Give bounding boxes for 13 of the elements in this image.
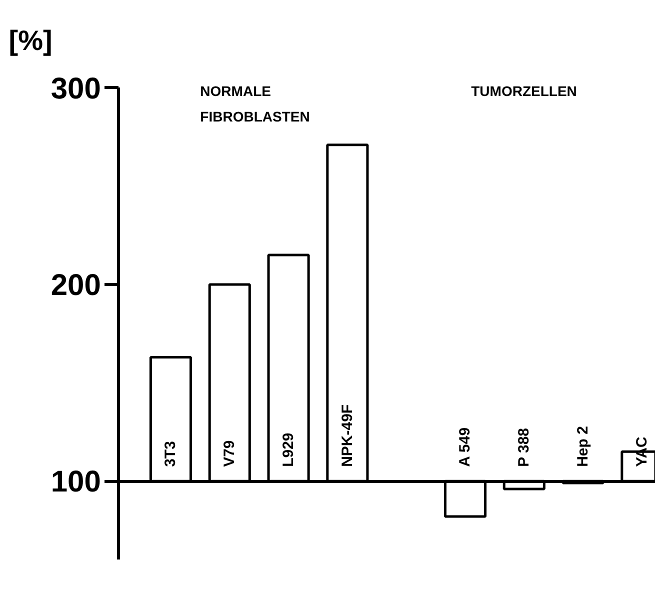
annotation: TUMORZELLEN bbox=[471, 83, 577, 100]
y-tick-label: 300 bbox=[50, 72, 101, 106]
x-tick-label: A 549 bbox=[456, 427, 474, 467]
x-tick-label: Hep 2 bbox=[574, 426, 592, 467]
x-tick-label: P 388 bbox=[516, 428, 533, 467]
y-tick-label: 100 bbox=[50, 466, 101, 499]
annotation: NORMALE FIBROBLASTEN bbox=[200, 83, 310, 125]
x-tick-label: 3T3 bbox=[162, 441, 180, 467]
y-axis-title: [%] bbox=[8, 25, 52, 56]
y-tick-label: 200 bbox=[50, 268, 101, 302]
x-tick-label: V79 bbox=[221, 440, 238, 467]
x-tick-label: L929 bbox=[280, 432, 298, 467]
x-tick-label: NPK-49F bbox=[338, 404, 356, 467]
